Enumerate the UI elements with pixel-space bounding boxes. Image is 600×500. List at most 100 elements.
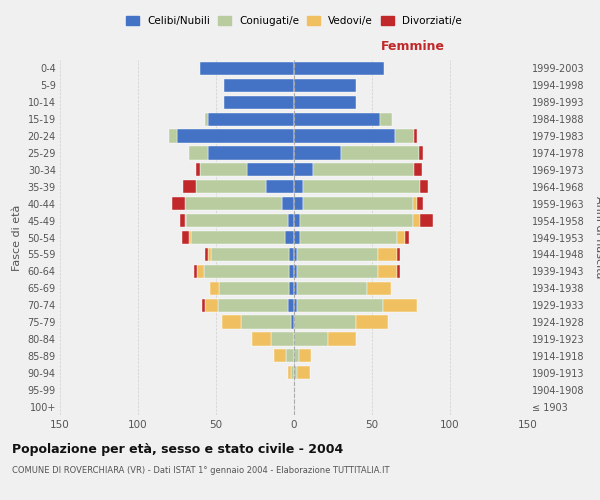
- Bar: [222, 316, 241, 328]
- Bar: [294, 164, 313, 176]
- Bar: [304, 197, 413, 210]
- Bar: [218, 298, 288, 312]
- Bar: [397, 231, 405, 244]
- Bar: [200, 164, 247, 176]
- Bar: [413, 197, 417, 210]
- Bar: [297, 282, 367, 295]
- Bar: [208, 112, 294, 126]
- Bar: [413, 214, 421, 227]
- Bar: [294, 366, 297, 380]
- Bar: [180, 214, 185, 227]
- Bar: [194, 264, 197, 278]
- Bar: [205, 298, 218, 312]
- Bar: [397, 248, 400, 261]
- Bar: [190, 146, 208, 160]
- Bar: [288, 366, 291, 380]
- Y-axis label: Anni di nascita: Anni di nascita: [595, 196, 600, 279]
- Bar: [341, 146, 419, 160]
- Bar: [378, 264, 397, 278]
- Bar: [294, 349, 299, 362]
- Bar: [421, 214, 433, 227]
- Bar: [414, 130, 417, 142]
- Bar: [419, 146, 424, 160]
- Bar: [187, 214, 288, 227]
- Bar: [169, 130, 177, 142]
- Bar: [300, 214, 413, 227]
- Bar: [191, 231, 284, 244]
- Bar: [289, 264, 294, 278]
- Y-axis label: Fasce di età: Fasce di età: [12, 204, 22, 270]
- Bar: [356, 316, 388, 328]
- Bar: [172, 197, 185, 210]
- Bar: [297, 264, 378, 278]
- Bar: [241, 316, 291, 328]
- Bar: [219, 282, 289, 295]
- Text: COMUNE DI ROVERCHIARA (VR) - Dati ISTAT 1° gennaio 2004 - Elaborazione TUTTITALI: COMUNE DI ROVERCHIARA (VR) - Dati ISTAT …: [12, 466, 389, 475]
- Bar: [224, 96, 294, 109]
- Bar: [205, 248, 208, 261]
- Bar: [294, 298, 297, 312]
- Bar: [185, 214, 187, 227]
- Bar: [274, 349, 286, 362]
- Bar: [281, 197, 294, 210]
- Bar: [294, 79, 356, 92]
- Bar: [288, 298, 294, 312]
- Bar: [197, 264, 203, 278]
- Bar: [417, 197, 424, 210]
- Bar: [291, 316, 294, 328]
- Bar: [300, 231, 397, 244]
- Bar: [294, 316, 356, 328]
- Bar: [299, 349, 311, 362]
- Bar: [211, 248, 289, 261]
- Bar: [286, 349, 294, 362]
- Bar: [177, 130, 294, 142]
- Bar: [294, 231, 300, 244]
- Bar: [294, 264, 297, 278]
- Bar: [252, 332, 271, 345]
- Bar: [294, 62, 385, 75]
- Bar: [284, 231, 294, 244]
- Bar: [205, 112, 208, 126]
- Bar: [395, 130, 414, 142]
- Bar: [297, 248, 378, 261]
- Bar: [266, 180, 294, 194]
- Bar: [297, 366, 310, 380]
- Bar: [294, 214, 300, 227]
- Bar: [294, 96, 356, 109]
- Bar: [328, 332, 356, 345]
- Bar: [185, 197, 281, 210]
- Bar: [289, 248, 294, 261]
- Bar: [210, 282, 219, 295]
- Bar: [383, 298, 417, 312]
- Bar: [190, 231, 191, 244]
- Bar: [405, 231, 409, 244]
- Legend: Celibi/Nubili, Coniugati/e, Vedovi/e, Divorziati/e: Celibi/Nubili, Coniugati/e, Vedovi/e, Di…: [126, 16, 462, 26]
- Bar: [378, 248, 397, 261]
- Bar: [247, 164, 294, 176]
- Bar: [294, 248, 297, 261]
- Bar: [208, 248, 211, 261]
- Bar: [200, 62, 294, 75]
- Bar: [294, 180, 304, 194]
- Bar: [367, 282, 391, 295]
- Bar: [421, 180, 428, 194]
- Bar: [304, 180, 421, 194]
- Bar: [380, 112, 392, 126]
- Bar: [202, 298, 205, 312]
- Bar: [224, 79, 294, 92]
- Bar: [291, 366, 294, 380]
- Bar: [313, 164, 414, 176]
- Bar: [294, 282, 297, 295]
- Bar: [271, 332, 294, 345]
- Bar: [208, 146, 294, 160]
- Bar: [294, 197, 304, 210]
- Bar: [196, 164, 200, 176]
- Bar: [294, 130, 395, 142]
- Bar: [289, 282, 294, 295]
- Bar: [196, 180, 266, 194]
- Text: Popolazione per età, sesso e stato civile - 2004: Popolazione per età, sesso e stato civil…: [12, 442, 343, 456]
- Bar: [294, 332, 328, 345]
- Text: Femmine: Femmine: [382, 40, 445, 53]
- Bar: [294, 112, 380, 126]
- Bar: [182, 231, 190, 244]
